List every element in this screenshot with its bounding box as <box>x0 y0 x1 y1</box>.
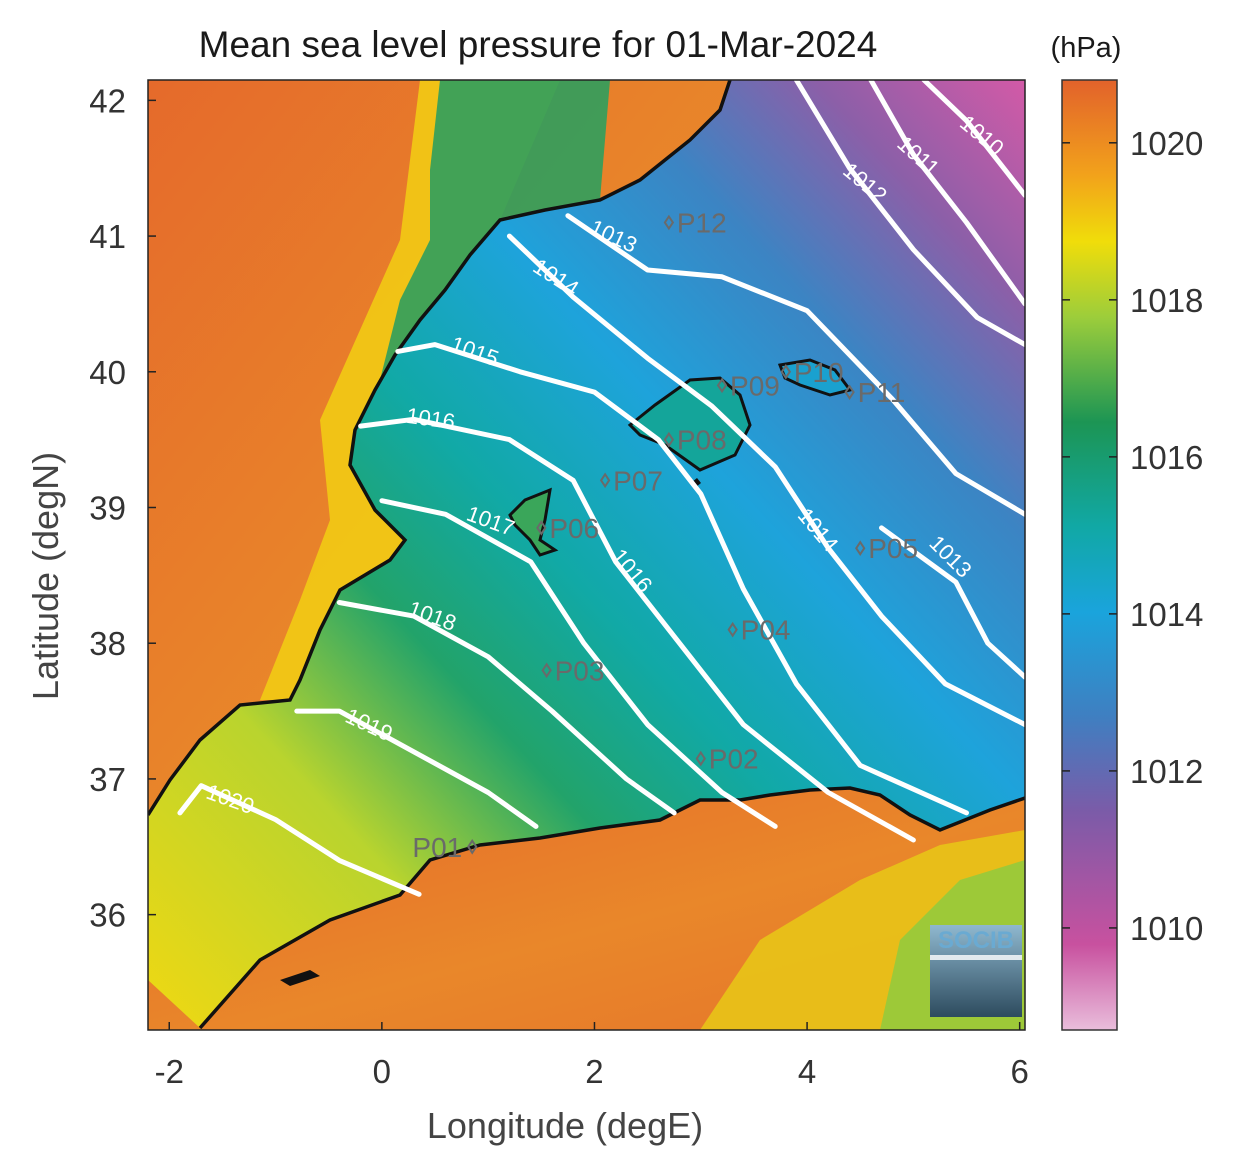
logo-box <box>930 925 1022 1017</box>
colorbar-tick-label: 1012 <box>1130 753 1203 790</box>
isobar-line <box>395 342 969 816</box>
colorbar-tick-label: 1014 <box>1130 596 1203 633</box>
station-marker <box>467 838 478 855</box>
station-marker <box>844 384 855 400</box>
isobar-line <box>565 213 1025 517</box>
coastline-iberia <box>148 80 732 816</box>
y-axis-ticks: 36 37 38 39 40 41 42 <box>89 82 156 934</box>
station-marker <box>663 214 675 231</box>
colorbar-tick-label: 1016 <box>1130 439 1203 476</box>
isobar-line <box>879 525 1025 680</box>
y-tick-label: 38 <box>89 625 126 662</box>
colorbar-tick-label: 1010 <box>1130 910 1203 947</box>
x-axis-ticks: -2 0 2 4 6 <box>155 1022 1029 1090</box>
station-label: P03 <box>555 655 605 686</box>
station-label: P07 <box>613 465 663 496</box>
station-marker <box>780 363 792 380</box>
land-alboran <box>280 970 320 986</box>
colorbar-tick-label: 1020 <box>1130 125 1203 162</box>
isobar-line <box>506 233 1025 728</box>
station-label: P06 <box>549 513 599 544</box>
x-tick-label: 6 <box>1011 1053 1029 1090</box>
isobar-line <box>868 80 1025 307</box>
x-tick-label: 4 <box>798 1053 816 1090</box>
coastline-africa <box>198 786 1025 1030</box>
station-marker <box>727 621 738 638</box>
x-tick-label: -2 <box>155 1053 184 1090</box>
colorbar-tick-label: 1018 <box>1130 282 1203 319</box>
station-marker <box>599 472 611 489</box>
land-green-highlands <box>380 80 610 380</box>
station-label: P08 <box>677 425 727 456</box>
station-marker <box>536 520 547 536</box>
socib-logo: SOCIB <box>930 925 1022 1017</box>
isobar-line <box>379 498 778 829</box>
map-plot-area: 1010101110121013101310141014101510161016… <box>148 80 1025 1030</box>
station-label: P02 <box>709 744 759 775</box>
x-axis-label: Longitude (degE) <box>427 1105 703 1146</box>
station-label: P09 <box>730 370 780 401</box>
isobar-line <box>358 416 916 843</box>
colorbar-unit: (hPa) <box>1051 32 1122 64</box>
y-tick-label: 37 <box>89 761 126 798</box>
station-label: P01 <box>412 832 462 863</box>
land-menorca <box>777 358 853 397</box>
station-label: P04 <box>741 615 791 646</box>
x-tick-label: 2 <box>585 1053 603 1090</box>
x-tick-label: 0 <box>373 1053 391 1090</box>
y-tick-label: 36 <box>89 897 126 934</box>
isobar-line <box>793 80 1025 348</box>
isobar-line <box>294 708 539 829</box>
station-label: P11 <box>858 377 906 408</box>
colorbar <box>1061 79 1118 1031</box>
map-title: Mean sea level pressure for 01-Mar-2024 <box>199 24 878 65</box>
station-marker <box>663 431 675 448</box>
station-label: P05 <box>868 533 918 564</box>
station-marker <box>695 750 706 767</box>
station-label: P12 <box>677 208 727 239</box>
isobar-line <box>177 783 422 897</box>
y-tick-label: 39 <box>89 490 126 527</box>
land-ibiza <box>508 487 559 557</box>
station-marker <box>716 377 728 394</box>
y-tick-label: 40 <box>89 354 126 391</box>
station-marker <box>855 540 866 557</box>
logo-text: SOCIB <box>938 927 1014 954</box>
station-label: P10 <box>794 357 844 388</box>
plot-frame <box>147 79 1026 1031</box>
logo-wave <box>930 955 1022 960</box>
y-axis-label: Latitude (degN) <box>25 452 66 700</box>
isobar-line <box>921 80 1025 198</box>
isobar-line <box>336 600 677 816</box>
station-marker <box>541 662 552 679</box>
land-mallorca <box>627 376 752 472</box>
y-tick-label: 42 <box>89 82 126 119</box>
y-tick-label: 41 <box>89 218 126 255</box>
colorbar-ticks: 1010 1012 1014 1016 1018 1020 <box>1062 125 1203 947</box>
